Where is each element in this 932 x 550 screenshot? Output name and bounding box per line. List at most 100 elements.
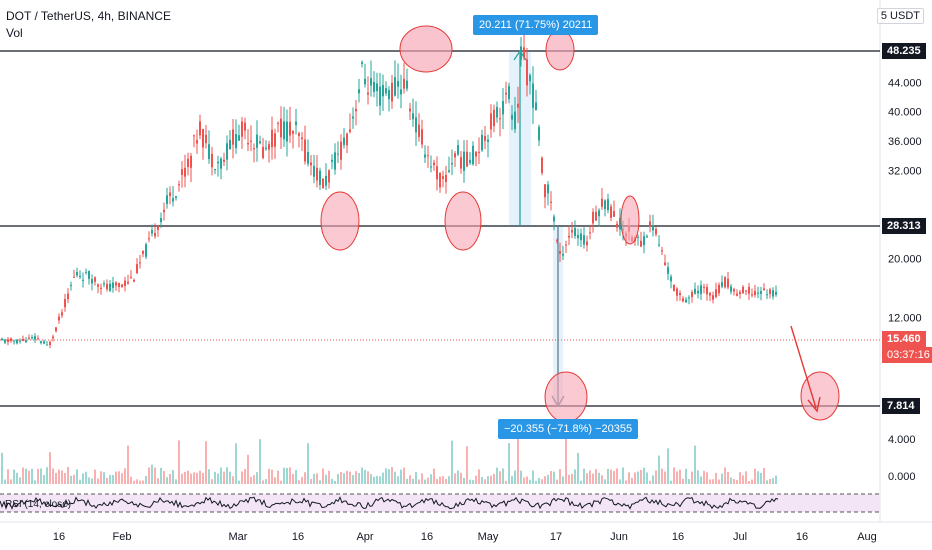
volume-bar [403, 467, 405, 484]
support-price-label: 28.313 [882, 218, 926, 234]
volume-bar [211, 479, 213, 484]
volume-bar [670, 480, 672, 484]
candle-body [442, 176, 444, 179]
candle-body [214, 169, 216, 171]
volume-bar [703, 470, 705, 484]
candle-body [736, 293, 738, 296]
candle-body [463, 151, 465, 171]
candle-body [286, 121, 288, 142]
volume-bar [580, 480, 582, 484]
candle-body [652, 225, 654, 231]
volume-bar [82, 473, 84, 484]
volume-bar [769, 478, 771, 484]
measure-up-label[interactable]: 20.211 (71.75%) 20211 [473, 15, 599, 35]
symbol-title[interactable]: DOT / TetherUS, 4h, BINANCE [6, 9, 171, 23]
volume-legend[interactable]: Vol [6, 26, 23, 40]
rsi-pane: RSI (14, close) [0, 493, 880, 513]
time-tick-label: May [478, 531, 499, 543]
candle-body [361, 62, 363, 64]
volume-bar [409, 475, 411, 484]
candle-body [208, 144, 210, 160]
volume-bar [136, 479, 138, 484]
circle-annotation-support-march[interactable] [320, 191, 360, 251]
volume-bar [424, 479, 426, 484]
candle-body [85, 271, 87, 273]
candle-body [1, 338, 3, 341]
volume-bar [448, 476, 450, 484]
volume-bar [718, 479, 720, 484]
candle-body [322, 178, 324, 189]
volume-bar [553, 471, 555, 484]
volume-bar [730, 477, 732, 484]
volume-bar [532, 470, 534, 484]
candle-body [289, 121, 291, 136]
candle-body [697, 290, 699, 294]
symbol-legend[interactable]: DOT / TetherUS, 4h, BINANCE Vol [6, 8, 171, 42]
volume-bar [751, 479, 753, 484]
volume-bar [142, 480, 144, 484]
volume-bar [154, 467, 156, 484]
circle-annotation-support-april[interactable] [444, 191, 482, 251]
candle-body [733, 289, 735, 292]
candle-body [157, 225, 159, 230]
candle-body [139, 262, 141, 264]
volume-bar [130, 476, 132, 484]
volume-bar [70, 475, 72, 484]
time-tick-label: Aug [857, 531, 877, 543]
candle-body [619, 218, 621, 230]
candle-body [310, 162, 312, 166]
volume-bar [229, 471, 231, 484]
candle-body [586, 241, 588, 246]
volume-bar [217, 473, 219, 484]
candle-body [448, 170, 450, 172]
circle-annotation-top-may[interactable] [545, 29, 575, 71]
candle-body [529, 75, 531, 82]
candle-body [514, 111, 516, 130]
candle-body [577, 234, 579, 239]
volume-bar [763, 467, 765, 484]
volume-bar [445, 479, 447, 484]
volume-bar [151, 464, 153, 484]
volume-bar [667, 448, 669, 484]
candle-body [454, 153, 456, 158]
candle-body [40, 341, 42, 344]
rsi-line [0, 496, 779, 510]
candle-body [175, 196, 177, 198]
forecast-arrow[interactable] [790, 325, 817, 409]
volume-bar [385, 468, 387, 484]
candle-body [517, 103, 519, 108]
currency-unit-button[interactable]: 5 USDT [876, 8, 924, 24]
circle-annotation-retest-june[interactable] [620, 195, 640, 245]
candle-body [538, 126, 540, 141]
candle-body [721, 282, 723, 287]
candle-body [739, 292, 741, 294]
candle-body [481, 134, 483, 151]
volume-bar [433, 468, 435, 484]
volume-bar [193, 472, 195, 484]
candle-body [724, 276, 726, 288]
volume-bar [349, 471, 351, 484]
circle-annotation-low-may[interactable] [544, 371, 588, 423]
volume-bar [568, 474, 570, 484]
circle-annotation-target[interactable] [800, 371, 840, 421]
candle-body [490, 113, 492, 130]
candle-body [19, 340, 21, 342]
candle-body [169, 192, 171, 196]
candle-body [49, 341, 51, 345]
volume-bar [637, 471, 639, 484]
volume-bar [502, 468, 504, 484]
candle-body [82, 279, 84, 281]
volume-bar [496, 467, 498, 484]
candle-body [715, 289, 717, 298]
measure-down-label[interactable]: −20.355 (−71.8%) −20355 [498, 419, 639, 439]
volume-bar [43, 474, 45, 484]
candle-body [595, 211, 597, 221]
candle-body [493, 109, 495, 127]
volume-bar [307, 443, 309, 484]
circle-annotation-top-april[interactable] [399, 25, 453, 73]
candle-body [418, 124, 420, 137]
candle-body [688, 297, 690, 299]
candle-body [637, 236, 639, 238]
candle-body [46, 344, 48, 346]
